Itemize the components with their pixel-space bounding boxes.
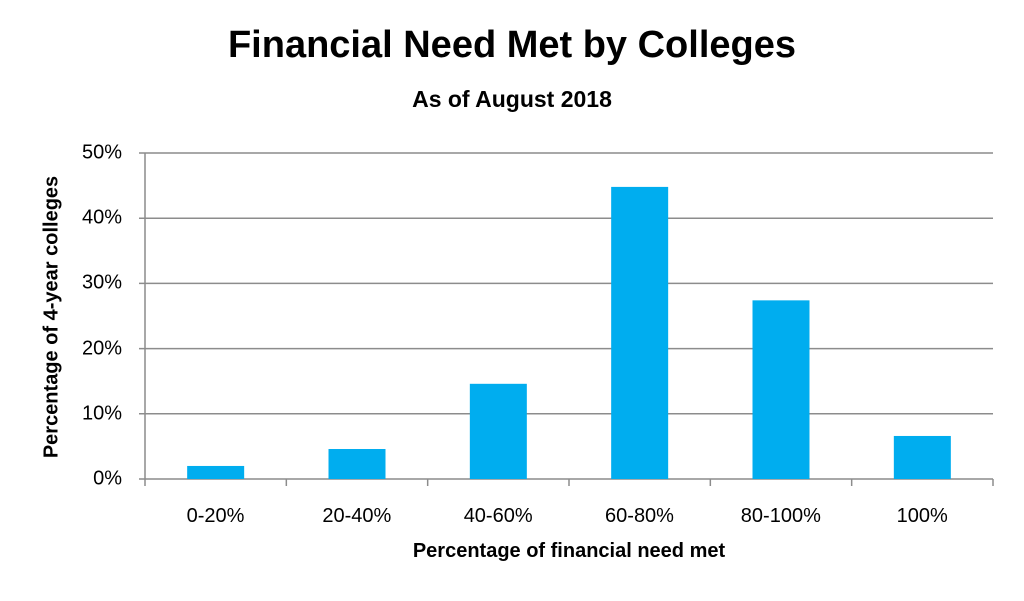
y-tick-label: 20%	[81, 337, 122, 360]
x-tick-label: 60-80%	[605, 505, 674, 527]
chart-title: Financial Need Met by Colleges	[227, 24, 797, 66]
y-tick-label: 10%	[81, 402, 122, 425]
bar-20-40%	[328, 449, 386, 479]
bar-40-60%	[469, 383, 527, 479]
x-tick-label: 0-20%	[186, 505, 245, 527]
y-tick-label: 0%	[93, 467, 122, 490]
x-tick-label: 80-100%	[740, 505, 821, 527]
bar-80-100%	[752, 300, 810, 479]
y-tick-label: 50%	[81, 141, 122, 164]
bar-0-20%	[187, 465, 245, 479]
chart-subtitle: As of August 2018	[412, 86, 612, 112]
x-tick-label: 20-40%	[322, 505, 392, 527]
bar-60-80%	[611, 186, 669, 480]
y-tick-label: 40%	[81, 206, 122, 229]
x-tick-label: 40-60%	[463, 505, 533, 527]
bar-100%	[893, 435, 951, 479]
x-axis-label: Percentage of financial need met	[412, 540, 726, 562]
y-tick-label: 30%	[81, 271, 122, 294]
x-tick-label: 100%	[896, 505, 948, 527]
